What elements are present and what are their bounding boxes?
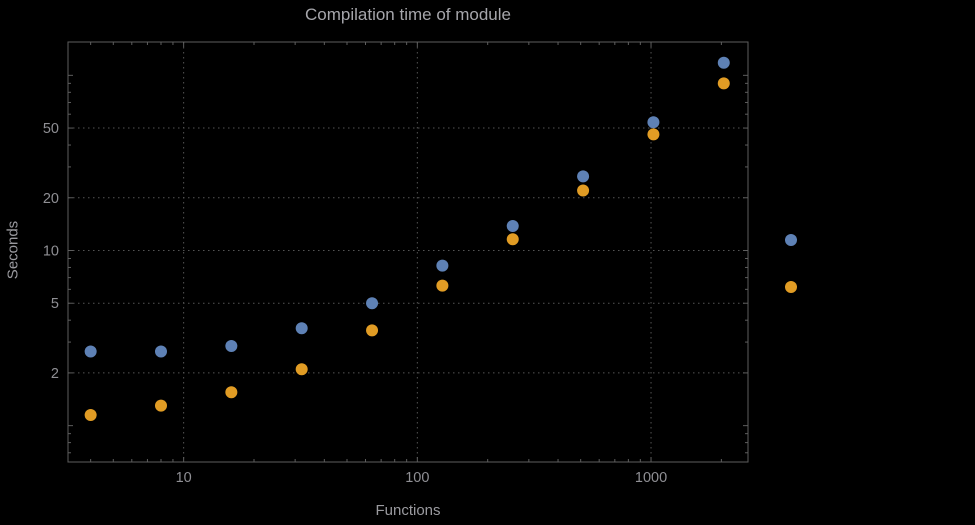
x-axis-label: Functions: [375, 502, 441, 519]
data-point-series-1: [506, 219, 519, 232]
data-point-series-2: [295, 363, 308, 376]
data-point-series-2: [577, 184, 590, 197]
data-point-series-2: [84, 409, 97, 422]
y-tick-label: 50: [43, 121, 59, 137]
chart-title: Compilation time of module: [305, 5, 511, 24]
data-point-series-2: [366, 324, 379, 337]
data-point-series-2: [154, 399, 167, 412]
x-tick-label: 1000: [635, 470, 667, 486]
legend-marker: [785, 234, 797, 246]
y-tick-label: 5: [51, 296, 59, 312]
plot-frame: [67, 41, 749, 463]
data-point-series-1: [647, 116, 660, 129]
data-point-series-1: [295, 322, 308, 335]
y-tick-label: 10: [43, 243, 59, 259]
x-tick-label: 10: [176, 470, 192, 486]
data-point-series-2: [225, 386, 238, 399]
data-point-series-2: [647, 128, 660, 141]
y-tick-label: 2: [51, 366, 59, 382]
data-point-series-1: [84, 345, 97, 358]
data-point-series-1: [154, 345, 167, 358]
x-tick-label: 100: [405, 470, 429, 486]
data-point-series-2: [506, 233, 519, 246]
y-tick-label: 20: [43, 191, 59, 207]
legend-marker: [785, 281, 797, 293]
data-point-series-2: [717, 77, 730, 90]
data-point-series-1: [717, 56, 730, 69]
data-point-series-2: [436, 279, 449, 292]
data-point-series-1: [577, 170, 590, 183]
data-point-series-1: [436, 259, 449, 272]
data-point-series-1: [366, 297, 379, 310]
data-point-series-1: [225, 339, 238, 352]
